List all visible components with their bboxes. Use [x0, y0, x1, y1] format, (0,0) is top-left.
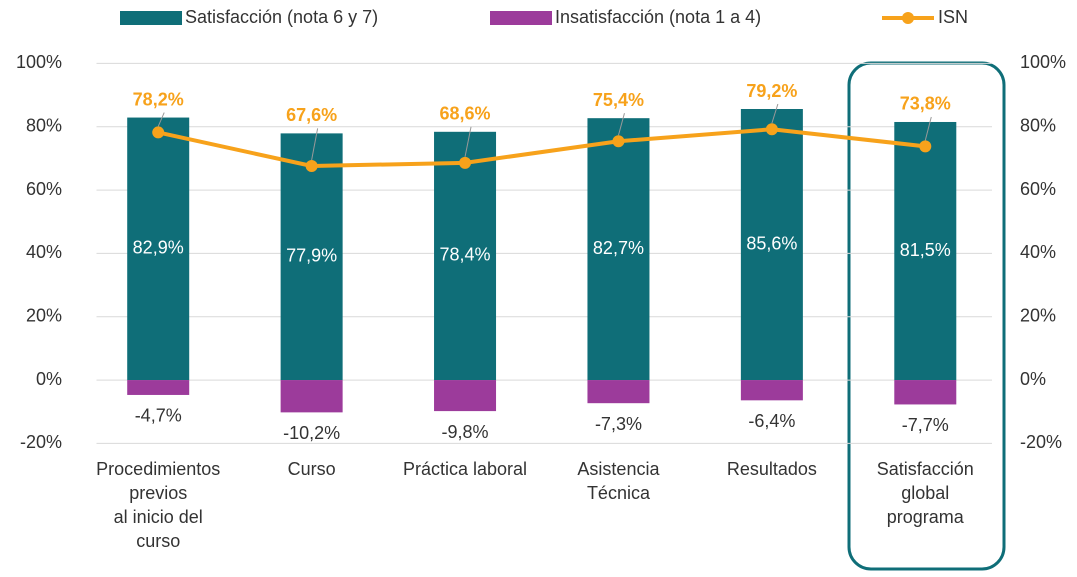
x-tick-label: previos [129, 483, 187, 503]
y-tick-label: 60% [26, 179, 62, 199]
isn-point [152, 126, 165, 139]
bar-label: 85,6% [746, 233, 797, 253]
x-tick-label: global [901, 483, 949, 503]
isn-label: 73,8% [900, 94, 951, 114]
legend-swatch [902, 12, 914, 24]
bar [280, 133, 343, 381]
bar-label: 81,5% [900, 240, 951, 260]
isn-label: 79,2% [746, 81, 797, 101]
leader-line [924, 116, 932, 141]
bar-label: 77,9% [286, 245, 337, 265]
y-tick-label: 100% [16, 52, 62, 72]
y-tick-label: 20% [26, 305, 62, 325]
leader-line [157, 112, 165, 127]
x-tick-label: Satisfacción [877, 459, 974, 479]
legend-label: ISN [938, 7, 968, 27]
y2-tick-label: 40% [1020, 242, 1056, 262]
legend-swatch [490, 11, 552, 25]
bar-label: -4,7% [135, 406, 182, 426]
leader-line [617, 113, 625, 136]
isn-point [612, 135, 625, 148]
y2-tick-label: 0% [1020, 369, 1046, 389]
bar [740, 109, 803, 381]
bar-label: 78,4% [440, 245, 491, 265]
isn-point [765, 123, 778, 136]
isn-label: 78,2% [133, 89, 184, 109]
isn-point [305, 160, 318, 172]
bar-label: -7,3% [595, 414, 642, 434]
leader-line [464, 126, 472, 157]
x-tick-label: Resultados [727, 459, 817, 479]
x-tick-label: Práctica laboral [403, 459, 527, 479]
x-tick-label: programa [887, 507, 965, 527]
y2-tick-label: 20% [1020, 305, 1056, 325]
x-tick-label: Procedimientos [96, 459, 220, 479]
bar-label: 82,9% [133, 238, 184, 258]
x-tick-label: Curso [288, 459, 336, 479]
bar [587, 118, 650, 381]
isn-label: 75,4% [593, 90, 644, 110]
bar [434, 131, 497, 381]
y2-tick-label: 60% [1020, 179, 1056, 199]
isn-point [919, 140, 932, 153]
bar [587, 380, 650, 404]
y-tick-label: 80% [26, 115, 62, 135]
y-tick-label: 0% [36, 369, 62, 389]
y2-tick-label: -20% [1020, 432, 1062, 452]
legend-swatch [120, 11, 182, 25]
legend-label: Satisfacción (nota 6 y 7) [185, 7, 378, 27]
bar [127, 117, 190, 381]
isn-label: 68,6% [440, 104, 491, 124]
y2-tick-label: 80% [1020, 115, 1056, 135]
bar-label: -9,8% [442, 422, 489, 442]
x-tick-label: Técnica [587, 483, 651, 503]
x-tick-label: Asistencia [577, 459, 660, 479]
y-tick-label: 40% [26, 242, 62, 262]
isn-label: 67,6% [286, 105, 337, 125]
bar [434, 380, 497, 412]
leader-line [311, 128, 319, 161]
x-tick-label: al inicio del [114, 507, 203, 527]
bar [127, 380, 190, 395]
isn-point [459, 156, 472, 169]
bar [740, 380, 803, 401]
bar-label: -6,4% [748, 411, 795, 431]
legend-label: Insatisfacción (nota 1 a 4) [555, 7, 761, 27]
x-tick-label: curso [136, 531, 180, 551]
bar-label: 82,7% [593, 238, 644, 258]
bar-label: -7,7% [902, 415, 949, 435]
bar [280, 380, 343, 413]
leader-line [771, 103, 779, 124]
bar-label: -10,2% [283, 423, 340, 443]
y2-tick-label: 100% [1020, 52, 1066, 72]
bar [894, 380, 957, 405]
y-tick-label: -20% [20, 432, 62, 452]
isn-line [157, 127, 926, 169]
bar [894, 121, 957, 381]
